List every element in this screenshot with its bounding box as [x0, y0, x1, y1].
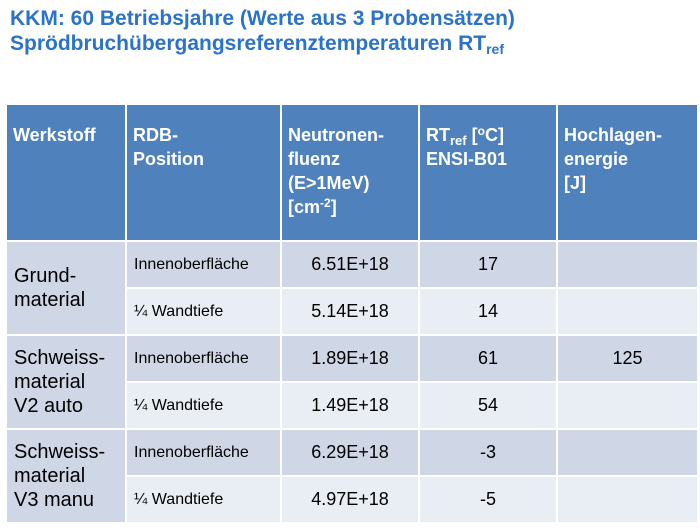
material-line2: material	[14, 289, 86, 311]
header-werkstoff-label: Werkstoff	[13, 125, 96, 145]
position-cell: Innenoberfläche	[125, 240, 282, 289]
header-fluenz-unit: [cm	[288, 197, 321, 217]
table-row: ¼ Wandtiefe 1.49E+18 54	[6, 381, 699, 430]
header-hoch-line2: energie	[564, 149, 629, 169]
energie-cell: 125	[556, 334, 699, 383]
rt-cell: -3	[418, 428, 558, 477]
table-row: ¼ Wandtiefe 5.14E+18 14	[6, 287, 699, 336]
position-cell: ¼ Wandtiefe	[125, 475, 282, 524]
title-line-2: Sprödbruchübergangsreferenztemperaturen …	[10, 31, 515, 56]
title-line-2-main: Sprödbruchübergangsreferenztemperaturen …	[10, 32, 487, 55]
header-rt-unit-end: C]	[484, 125, 504, 145]
header-neutronenfluenz: Neutronen- fluenz (E>1MeV) [cm-2]	[280, 103, 420, 242]
position-cell: ¼ Wandtiefe	[125, 287, 282, 336]
header-fluenz-unit-end: ]	[330, 197, 337, 217]
material-cell: Grund- material	[5, 240, 127, 336]
rt-cell: 54	[418, 381, 558, 430]
material-line3: V3 manu	[14, 489, 95, 511]
energie-cell	[556, 381, 699, 430]
header-fluenz-unit-sup: -2	[320, 196, 331, 210]
energie-cell	[556, 287, 699, 336]
header-rt-sub: ref	[450, 133, 467, 148]
material-line3: V2 auto	[14, 395, 83, 417]
slide-title: KKM: 60 Betriebsjahre (Werte aus 3 Probe…	[10, 6, 515, 56]
material-line1: Grund-	[14, 265, 77, 287]
header-rt-main: RT	[426, 125, 450, 145]
data-table: Werkstoff RDB- Position Neutronen- fluen…	[5, 103, 699, 524]
header-fluenz-line2: fluenz	[288, 149, 340, 169]
rt-cell: -5	[418, 475, 558, 524]
header-hochlagenenergie: Hochlagen- energie [J]	[556, 103, 699, 242]
rt-cell: 17	[418, 240, 558, 289]
fluenz-cell: 5.14E+18	[280, 287, 420, 336]
header-hoch-line1: Hochlagen-	[564, 125, 663, 145]
table-header-row: Werkstoff RDB- Position Neutronen- fluen…	[5, 103, 699, 242]
energie-cell	[556, 475, 699, 524]
header-rt-unit-open: [	[466, 125, 478, 145]
material-line1: Schweiss-	[14, 347, 106, 369]
header-rdb-line2: Position	[133, 149, 204, 169]
table-row: Grund- material Innenoberfläche 6.51E+18…	[5, 240, 699, 336]
header-rdb-line1: RDB-	[133, 125, 178, 145]
material-line2: material	[14, 465, 86, 487]
header-rt-line2: ENSI-B01	[426, 149, 508, 169]
title-line-1: KKM: 60 Betriebsjahre (Werte aus 3 Probe…	[10, 7, 515, 30]
table-row: Schweiss- material V2 auto Innenoberfläc…	[5, 334, 699, 430]
energie-cell	[556, 428, 699, 477]
material-line2: material	[14, 371, 86, 393]
fluenz-cell: 4.97E+18	[280, 475, 420, 524]
material-cell: Schweiss- material V2 auto	[5, 334, 127, 430]
title-line-2-sub: ref	[486, 41, 504, 57]
header-hoch-line3: [J]	[564, 173, 586, 193]
table-row: ¼ Wandtiefe 4.97E+18 -5	[6, 475, 699, 524]
material-cell: Schweiss- material V3 manu	[5, 428, 127, 524]
fluenz-cell: 1.89E+18	[280, 334, 420, 383]
header-rdb-position: RDB- Position	[125, 103, 282, 242]
header-fluenz-line1: Neutronen-	[288, 125, 384, 145]
table-row: Schweiss- material V3 manu Innenoberfläc…	[5, 428, 699, 524]
header-fluenz-line3: (E>1MeV)	[288, 173, 370, 193]
position-cell: Innenoberfläche	[125, 334, 282, 383]
fluenz-cell: 1.49E+18	[280, 381, 420, 430]
fluenz-cell: 6.29E+18	[280, 428, 420, 477]
rt-cell: 14	[418, 287, 558, 336]
fluenz-cell: 6.51E+18	[280, 240, 420, 289]
header-werkstoff: Werkstoff	[5, 103, 127, 242]
header-rt-ref: RTref [oC] ENSI-B01	[418, 103, 558, 242]
header-rt-unit-sup: o	[477, 124, 485, 138]
position-cell: ¼ Wandtiefe	[125, 381, 282, 430]
energie-cell	[556, 240, 699, 289]
rt-cell: 61	[418, 334, 558, 383]
material-line1: Schweiss-	[14, 441, 106, 463]
position-cell: Innenoberfläche	[125, 428, 282, 477]
